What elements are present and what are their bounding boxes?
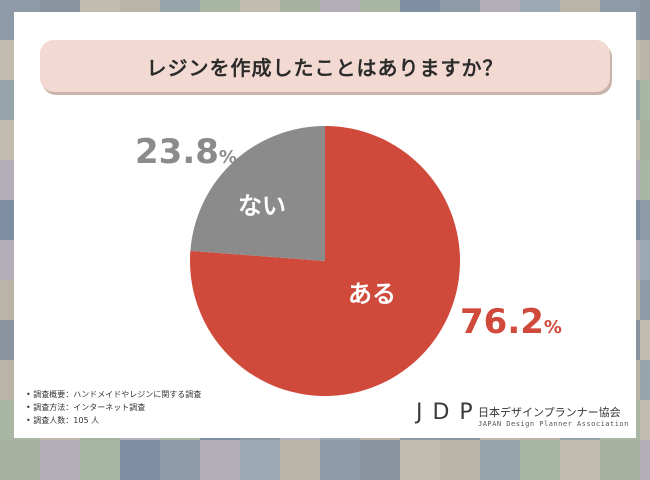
slice-label-aru: ある — [348, 280, 396, 308]
percent-label-aru: 76.2% — [460, 302, 562, 342]
question-title: レジンを作成したことはありますか？ — [146, 55, 504, 80]
percent-value-nai: 23.8 — [135, 132, 219, 172]
logo-org-name-en: JAPAN Design Planner Association — [478, 420, 629, 428]
background-tile — [640, 240, 650, 280]
percent-label-nai: 23.8% — [135, 132, 237, 172]
pie-slice-1 — [190, 126, 325, 261]
percent-sign-aru: % — [544, 317, 562, 338]
background-tile — [640, 160, 650, 200]
survey-note-method: 調査方法：インターネット調査 — [26, 401, 201, 414]
percent-value-aru: 76.2 — [460, 302, 544, 342]
background-tile — [640, 360, 650, 400]
slice-label-nai: ない — [238, 192, 286, 220]
logo-mark: JDP — [416, 400, 483, 425]
jdp-logo: JDP 日本デザインプランナー協会 JAPAN Design Planner A… — [416, 400, 629, 432]
survey-note-count: 調査人数：105 人 — [26, 414, 201, 427]
background-tile — [640, 320, 650, 360]
background-tile — [640, 120, 650, 160]
background-tile — [640, 80, 650, 120]
background-tile — [640, 0, 650, 40]
survey-notes: 調査概要：ハンドメイドやレジンに関する調査 調査方法：インターネット調査 調査人… — [26, 388, 201, 427]
question-title-banner: レジンを作成したことはありますか？ — [40, 40, 610, 92]
percent-sign-nai: % — [219, 147, 237, 168]
background-tile — [640, 400, 650, 440]
survey-note-overview: 調査概要：ハンドメイドやレジンに関する調査 — [26, 388, 201, 401]
background-tile — [640, 280, 650, 320]
background-tile — [640, 40, 650, 80]
logo-org-name-jp: 日本デザインプランナー協会 — [478, 406, 621, 419]
pie-chart: ある ない 23.8% 76.2% — [135, 126, 562, 396]
background-tile — [640, 200, 650, 240]
